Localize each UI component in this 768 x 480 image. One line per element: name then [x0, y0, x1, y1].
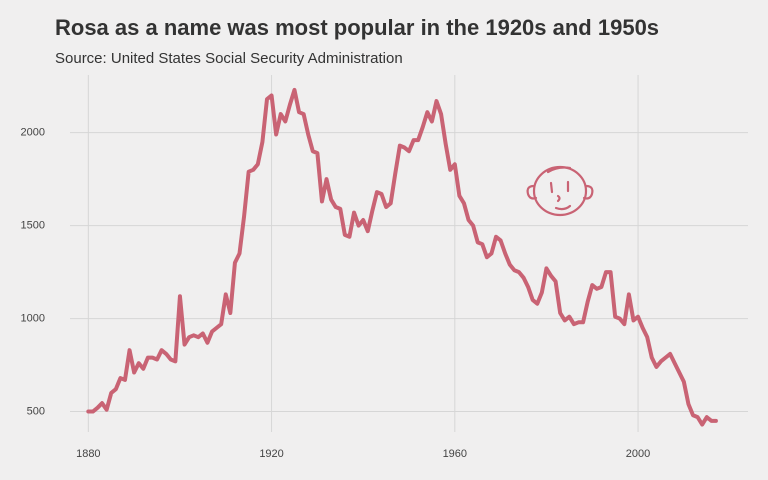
y-tick-label: 2000: [21, 127, 45, 139]
chart-title: Rosa as a name was most popular in the 1…: [55, 15, 659, 40]
x-tick-label: 2000: [626, 448, 650, 460]
line-series: [86, 87, 718, 427]
x-tick-label: 1920: [259, 448, 283, 460]
x-tick-label: 1880: [76, 448, 100, 460]
y-tick-label: 1500: [21, 220, 45, 232]
face-icon: [526, 165, 594, 217]
y-tick-label: 1000: [21, 312, 45, 324]
x-tick-label: 1960: [443, 448, 467, 460]
chart-subtitle: Source: United States Social Security Ad…: [55, 50, 403, 67]
y-tick-label: 500: [27, 405, 45, 417]
